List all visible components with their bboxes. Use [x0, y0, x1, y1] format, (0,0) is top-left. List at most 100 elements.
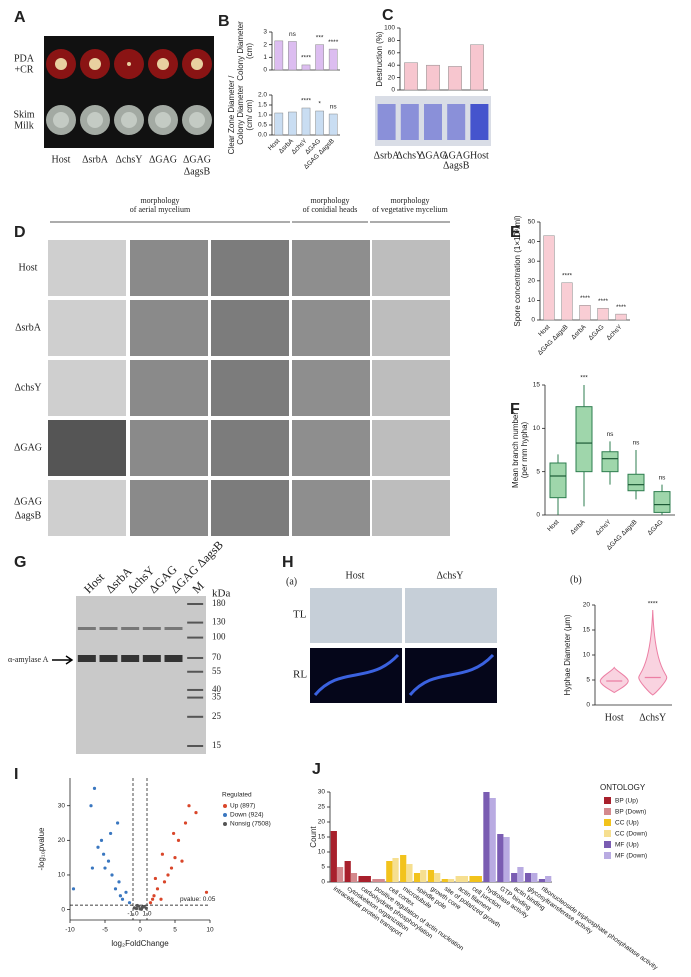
row-label: ΔGAG — [14, 442, 42, 453]
bar — [511, 873, 518, 882]
panel-label: F — [510, 401, 520, 418]
legend-label: BP (Up) — [615, 798, 638, 805]
bar — [344, 861, 351, 882]
marker-label: 40 — [212, 684, 222, 694]
x-tick-label: 10 — [206, 927, 214, 934]
point — [183, 821, 188, 825]
bar — [545, 876, 552, 882]
y-tick-label: 0 — [586, 702, 590, 709]
legend-title: ONTOLOGY — [600, 783, 646, 792]
point — [160, 852, 164, 856]
y-tick-label: 60 — [388, 50, 396, 57]
micrograph — [211, 300, 289, 356]
y-tick-label: 15 — [533, 382, 541, 389]
bar — [483, 792, 490, 882]
legend-label: CC (Up) — [615, 820, 639, 827]
legend-swatch — [604, 852, 611, 859]
point — [124, 890, 128, 894]
bar — [372, 879, 385, 882]
point — [127, 901, 132, 905]
bar — [447, 879, 455, 882]
bar — [434, 873, 441, 882]
band — [99, 655, 118, 662]
unit-label: kDa — [212, 588, 230, 600]
photo-label: ΔGAG — [419, 150, 447, 161]
x-tick-label: glycosyltransferase activity — [526, 885, 594, 936]
row-label: ΔagsB — [15, 510, 42, 521]
point — [120, 897, 125, 901]
axis-title: Destruction (%) — [375, 31, 384, 86]
x-tick-label: ΔsrbA — [569, 518, 587, 536]
axis-title: Colony Diameter — [236, 85, 245, 145]
panel-label: I — [14, 766, 18, 783]
axis-title: Mean branch number — [511, 412, 520, 488]
point — [113, 887, 118, 891]
band — [142, 627, 161, 630]
point — [102, 852, 106, 856]
y-tick-label: 5 — [586, 677, 590, 684]
bar — [315, 110, 324, 136]
point — [169, 866, 174, 870]
y-tick-label: 0 — [321, 879, 325, 886]
point — [155, 887, 160, 891]
y-tick-label: 40 — [528, 238, 536, 245]
band — [164, 655, 183, 662]
y-tick-label: 10 — [58, 872, 66, 879]
bar — [274, 112, 284, 136]
legend-swatch — [604, 808, 611, 815]
bar — [301, 64, 311, 71]
row-label: TL — [293, 609, 307, 621]
y-tick-label: 0.0 — [258, 132, 267, 139]
row-label: +CR — [15, 64, 34, 75]
marker-label: 25 — [212, 711, 222, 721]
x-tick-label: -5 — [102, 927, 108, 934]
colony — [55, 58, 67, 70]
bar — [524, 873, 532, 882]
bar — [358, 876, 371, 882]
point — [89, 804, 93, 808]
significance: * — [318, 101, 321, 108]
micrograph — [372, 300, 450, 356]
photo-label: Host — [470, 150, 489, 161]
micrograph — [130, 360, 208, 416]
photo-label: ΔsrbA — [374, 150, 401, 161]
column-label: ΔGAG — [149, 154, 177, 165]
hypha — [313, 653, 400, 696]
y-tick-label: 40 — [388, 62, 396, 69]
marker-label: 100 — [212, 632, 226, 642]
micrograph — [310, 588, 402, 643]
row-label: Host — [19, 262, 38, 273]
point — [172, 831, 176, 836]
bar — [503, 837, 510, 882]
bar — [469, 876, 482, 882]
legend-swatch — [223, 822, 227, 826]
point — [135, 903, 139, 908]
legend-label: BP (Down) — [615, 809, 646, 816]
cuvette — [424, 104, 442, 140]
significance: ns — [659, 474, 667, 481]
box — [549, 462, 567, 499]
colony — [121, 112, 137, 128]
point — [166, 873, 170, 877]
y-tick-label: 10 — [318, 849, 326, 856]
band — [77, 627, 96, 630]
bar — [427, 870, 435, 882]
threshold-label: 1.0 — [142, 911, 151, 918]
y-tick-label: 2.0 — [258, 92, 267, 99]
y-tick-label: 5 — [536, 468, 540, 475]
bar — [448, 66, 462, 91]
bar — [336, 867, 344, 882]
photo-label: ΔGAG — [442, 150, 470, 161]
row-label: PDA — [14, 53, 35, 64]
point — [148, 901, 153, 905]
row-label: ΔGAG — [14, 496, 42, 507]
bar — [517, 867, 524, 882]
significance: **** — [648, 601, 659, 608]
panel-label: J — [312, 761, 321, 778]
y-tick-label: 20 — [528, 278, 536, 285]
y-tick-label: 15 — [318, 834, 326, 841]
colony — [53, 112, 69, 128]
y-tick-label: 2 — [263, 41, 267, 48]
